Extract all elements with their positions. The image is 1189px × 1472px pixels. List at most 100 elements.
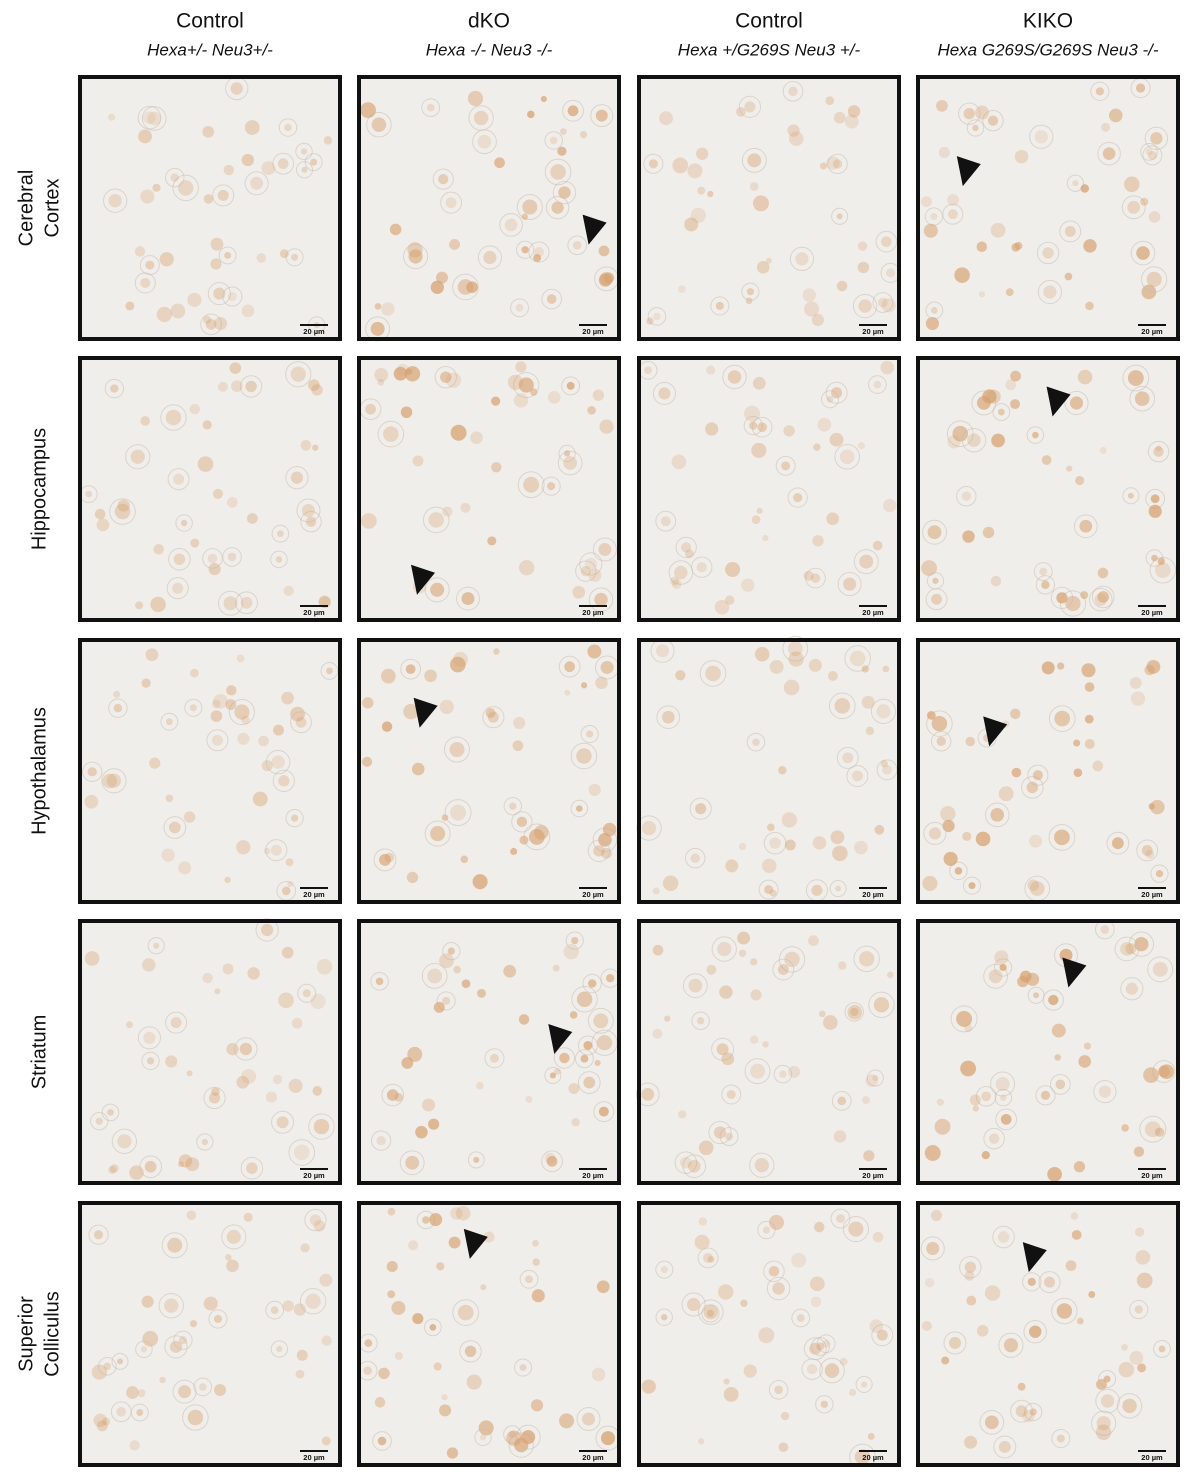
cell [541,96,547,102]
figure: ControlHexa+/- Neu3+/-dKOHexa -/- Neu3 -… [0,0,1189,1467]
cell [97,1420,108,1431]
cell [981,1091,991,1101]
cell [719,985,732,998]
cell [708,1256,715,1263]
cell [514,393,528,407]
cell [763,1226,770,1233]
cell [583,1077,595,1089]
cell [378,1437,387,1446]
cell [434,1002,445,1013]
cell [705,422,718,435]
cell [989,1133,999,1143]
cell [863,1150,874,1161]
cell [129,1440,139,1450]
cell [603,823,617,837]
cell [663,875,679,891]
cell [662,711,675,724]
cell [1054,711,1070,727]
cell [825,1363,840,1378]
cell [931,1210,942,1221]
micrograph [916,919,1180,1185]
cell [581,682,587,688]
row-label: CerebralCortex [15,170,63,247]
cell [434,1362,442,1370]
cell [171,304,186,319]
cell [135,246,145,256]
cell [567,382,575,390]
cell [697,562,707,572]
cell [476,1082,484,1090]
cell [744,1364,757,1377]
cell [1159,1064,1174,1079]
cell [147,112,161,126]
cell [491,397,500,406]
scale-bar-label: 20 µm [582,327,604,336]
cell [226,685,236,695]
cell [450,1207,463,1220]
cell [1065,226,1076,237]
cell [138,129,152,143]
cell [791,1253,806,1268]
cell [1126,983,1138,995]
cell [982,1151,990,1159]
cell [724,1387,739,1402]
cell [292,1018,303,1029]
cell [1104,1375,1111,1382]
cell [697,187,705,195]
cell [653,945,664,956]
cell [870,1319,883,1332]
cell [715,600,730,615]
cell [547,294,557,304]
cell [230,362,242,374]
cell [371,322,385,336]
cell [190,669,199,678]
cell [166,794,174,802]
cell [681,542,691,552]
cell [859,555,873,569]
cell [1001,1114,1012,1125]
cell [821,1401,828,1408]
cell [508,375,523,390]
cell [312,445,318,451]
cell [1052,1024,1066,1038]
row-label: Hippocampus [28,428,50,550]
cell [940,806,955,821]
cell [415,1126,428,1139]
cell [503,965,516,978]
cell [820,162,827,169]
scale-bar-label: 20 µm [1141,327,1163,336]
column-title: KIKO [1023,10,1073,33]
cell [1041,581,1049,589]
cell [830,433,844,447]
cell [739,843,746,850]
micrograph [357,75,621,341]
cell [1088,1291,1095,1298]
cell [284,586,294,596]
cell [509,802,516,809]
cell [1135,1227,1144,1236]
cell [576,805,583,812]
cell [813,444,820,451]
cell [115,504,131,520]
cell [810,1276,825,1291]
cell [948,209,958,219]
cell [1148,151,1157,160]
cell [1029,835,1042,848]
cell [466,281,478,293]
cell [661,516,671,526]
cell [214,1384,226,1396]
column-title: dKO [468,10,510,33]
cell [873,1232,884,1243]
cell [303,989,311,997]
scale-bar-label: 20 µm [1141,1453,1163,1462]
cell [1134,937,1148,951]
cell [874,997,889,1012]
scale-bar-label: 20 µm [862,1171,884,1180]
cell [145,1161,157,1173]
cell [88,767,97,776]
cell [849,1389,856,1396]
cell [147,1057,154,1064]
cell [979,291,985,297]
cell [226,1043,238,1055]
cell [187,1070,193,1076]
